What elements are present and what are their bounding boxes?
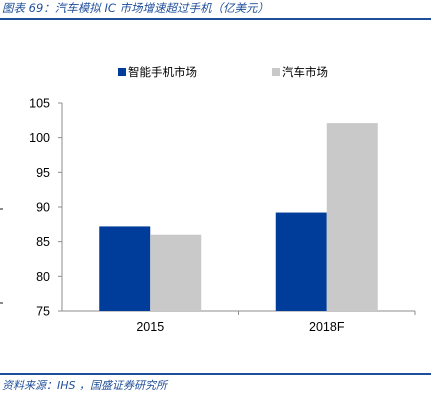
bar-smartphone-2015 bbox=[99, 226, 151, 311]
chart-legend: 智能手机市场 汽车市场 bbox=[118, 65, 328, 79]
source-note: 资料来源：IHS ，国盛证券研究所 bbox=[2, 379, 167, 392]
x-tick-label: 2018F bbox=[309, 320, 345, 334]
y-tick-label: 105 bbox=[29, 97, 50, 111]
y-tick-label: 75 bbox=[36, 305, 50, 319]
y-tick-label: 100 bbox=[29, 131, 50, 145]
bar-smartphone-2018f bbox=[275, 212, 327, 311]
footer-rule bbox=[0, 373, 431, 375]
y-tick-label: 85 bbox=[36, 235, 50, 249]
legend-swatch bbox=[272, 68, 280, 76]
bar-auto-2018f bbox=[326, 123, 378, 312]
legend-label: 汽车市场 bbox=[282, 65, 328, 79]
y-tick-label: 95 bbox=[36, 166, 50, 180]
chart-bars bbox=[99, 123, 378, 312]
bar-auto-2015 bbox=[150, 234, 202, 311]
x-tick-label: 2015 bbox=[136, 320, 164, 334]
y-tick-label: 90 bbox=[36, 201, 50, 215]
side-mark bbox=[0, 208, 3, 210]
side-mark bbox=[0, 302, 3, 304]
legend-label: 智能手机市场 bbox=[128, 65, 197, 79]
bar-chart: 智能手机市场 汽车市场 75 80 85 90 95 100 105 2015 2018F bbox=[29, 65, 416, 334]
legend-swatch bbox=[118, 68, 126, 76]
y-tick-label: 80 bbox=[36, 270, 50, 284]
figure-title: 图表 69：汽车模拟 IC 市场增速超过手机（亿美元） bbox=[2, 1, 270, 15]
header-rule bbox=[0, 18, 431, 20]
